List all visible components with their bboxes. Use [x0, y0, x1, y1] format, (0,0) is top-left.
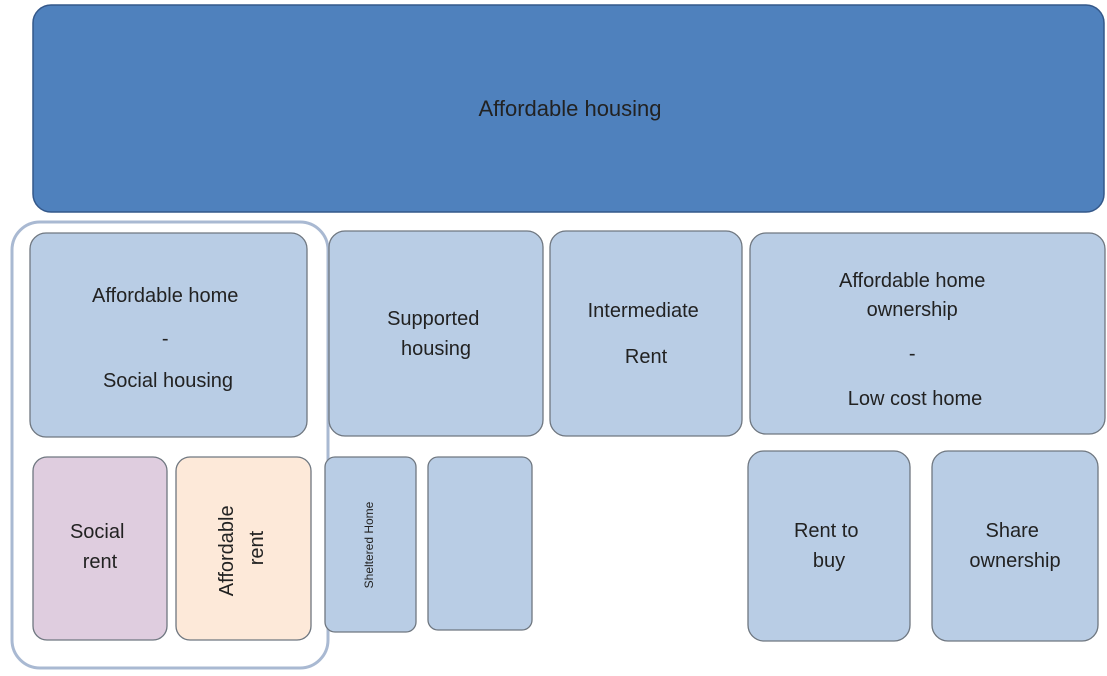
box	[747, 450, 911, 642]
box	[931, 450, 1099, 642]
node-label: Sheltered Home	[362, 501, 376, 588]
node-label: Social rent	[70, 521, 130, 573]
node-label: Intermediate Rent	[588, 300, 705, 368]
box	[29, 232, 308, 438]
box	[549, 230, 743, 437]
node-label: Affordable home - Social housing	[92, 285, 244, 392]
box	[175, 456, 312, 641]
node-label: Affordable rent	[216, 500, 268, 596]
box	[427, 456, 533, 631]
box	[328, 230, 544, 437]
top-box	[32, 4, 1105, 213]
box	[749, 232, 1106, 435]
box	[32, 456, 168, 641]
title: Affordable housing	[478, 96, 661, 121]
group-outline	[10, 220, 330, 670]
node-label: Share ownership	[969, 520, 1060, 572]
node-label: Supported housing	[387, 308, 485, 360]
box	[324, 456, 417, 633]
node-label: Rent to buy	[794, 520, 864, 572]
node-label: Affordable home ownership - Low cost hom…	[839, 270, 991, 410]
